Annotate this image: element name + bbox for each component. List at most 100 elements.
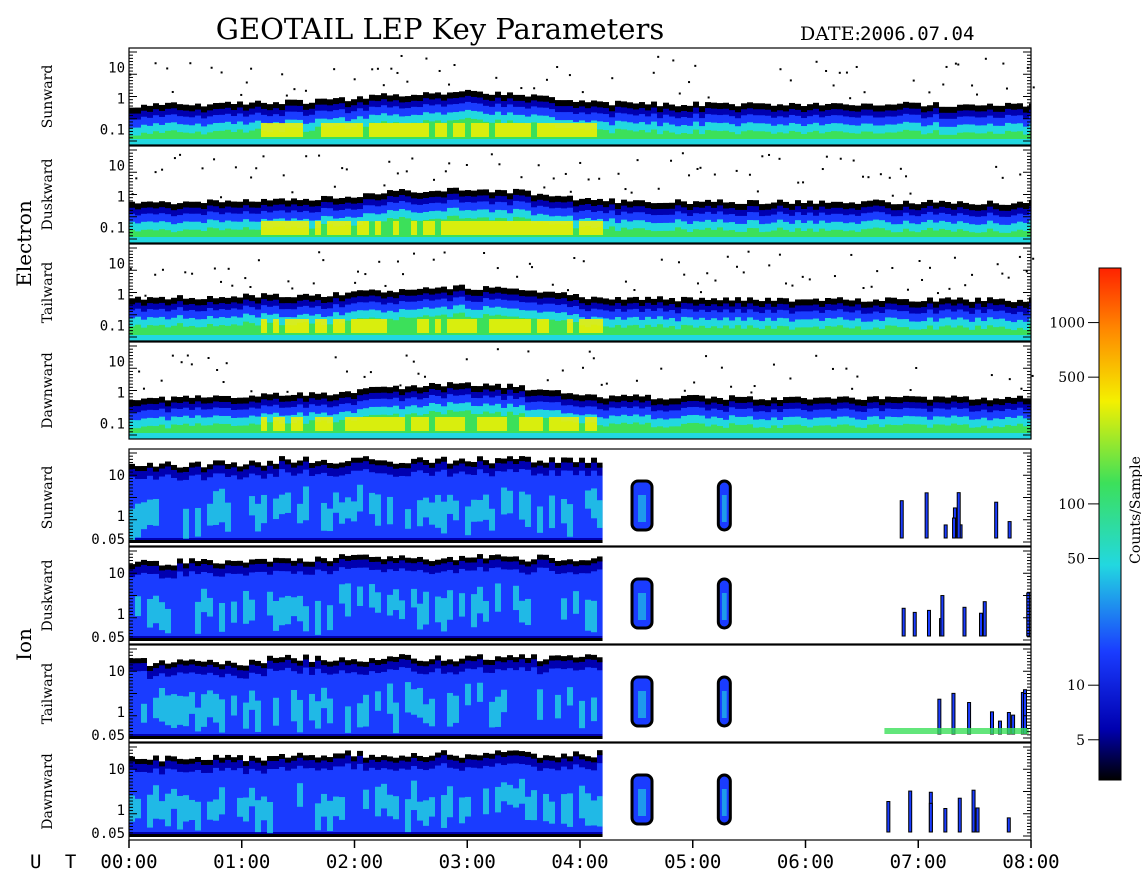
electron-band-green bbox=[681, 229, 687, 237]
ion-band-blue bbox=[561, 669, 567, 734]
electron-band-yellow bbox=[591, 123, 597, 137]
electron-band-green bbox=[741, 424, 747, 433]
electron-edge bbox=[639, 396, 645, 403]
electron-band-green bbox=[957, 325, 963, 335]
electron-band-green bbox=[975, 232, 981, 237]
electron-band-green bbox=[813, 130, 819, 139]
electron-edge bbox=[417, 288, 423, 295]
noise-dot bbox=[161, 168, 164, 171]
y-tick-label: 1 bbox=[117, 189, 125, 205]
electron-band-green bbox=[639, 130, 645, 139]
noise-dot bbox=[815, 354, 818, 357]
electron-band-green bbox=[651, 326, 657, 335]
electron-band-green bbox=[603, 426, 609, 433]
electron-edge bbox=[723, 202, 729, 209]
electron-edge bbox=[939, 298, 945, 305]
electron-band-green bbox=[231, 229, 237, 237]
ion-band-blue bbox=[165, 577, 171, 636]
electron-band-green bbox=[177, 231, 183, 237]
ion-edge bbox=[387, 756, 393, 762]
ion-edge bbox=[135, 561, 141, 567]
ion-band-cyan bbox=[429, 698, 435, 727]
electron-edge bbox=[231, 296, 237, 303]
electron-band-green bbox=[183, 326, 189, 335]
ion-edge bbox=[141, 658, 147, 664]
noise-dot bbox=[839, 157, 842, 160]
electron-edge bbox=[975, 399, 981, 406]
electron-band-green bbox=[195, 131, 201, 139]
ion-edge bbox=[375, 660, 381, 666]
ion-spike bbox=[952, 517, 957, 539]
electron-band-yellow bbox=[525, 221, 531, 235]
electron-edge bbox=[609, 198, 615, 205]
noise-dot bbox=[396, 260, 399, 263]
ion-band-cyan bbox=[483, 601, 489, 622]
electron-edge bbox=[909, 102, 915, 109]
electron-band-yellow bbox=[345, 123, 351, 137]
ion-edge bbox=[255, 462, 261, 468]
ion-edge bbox=[177, 659, 183, 665]
electron-band-green bbox=[921, 134, 927, 139]
electron-band-yellow bbox=[411, 123, 417, 137]
electron-band-green bbox=[195, 229, 201, 237]
electron-band-green bbox=[189, 133, 195, 139]
electron-band-green bbox=[243, 227, 249, 237]
ion-edge bbox=[381, 559, 387, 565]
electron-edge bbox=[747, 200, 753, 207]
ion-band-cyan bbox=[483, 494, 489, 520]
electron-edge bbox=[201, 299, 207, 306]
electron-band-green bbox=[897, 232, 903, 237]
ion-band-blue bbox=[225, 573, 231, 636]
ion-band-blue bbox=[369, 767, 375, 832]
ion-edge bbox=[417, 457, 423, 463]
ion-edge bbox=[183, 466, 189, 472]
electron-edge bbox=[879, 200, 885, 207]
noise-dot bbox=[706, 272, 709, 275]
ion-edge bbox=[171, 756, 177, 762]
electron-band-yellow bbox=[273, 221, 279, 235]
electron-edge bbox=[399, 289, 405, 296]
ion-edge bbox=[483, 558, 489, 564]
noise-dot bbox=[444, 170, 447, 173]
electron-band-green bbox=[927, 133, 933, 139]
electron-band-green bbox=[735, 231, 741, 237]
electron-band-green bbox=[789, 130, 795, 139]
ion-edge bbox=[135, 466, 141, 472]
ion-edge bbox=[189, 558, 195, 564]
electron-band-green bbox=[639, 228, 645, 237]
electron-band-green bbox=[651, 129, 657, 139]
ion-edge bbox=[273, 557, 279, 563]
ion-edge bbox=[363, 456, 369, 462]
electron-band-green bbox=[849, 133, 855, 139]
electron-band-green bbox=[309, 130, 315, 139]
electron-edge bbox=[855, 399, 861, 406]
ion-band-blue bbox=[357, 763, 363, 832]
ion-band-cyan bbox=[183, 696, 189, 727]
electron-band-green bbox=[831, 131, 837, 139]
electron-band-yellow bbox=[291, 417, 297, 431]
electron-edge bbox=[807, 104, 813, 111]
electron-edge bbox=[519, 290, 525, 297]
ion-band-cyan bbox=[153, 498, 159, 526]
electron-band-green bbox=[393, 320, 399, 335]
ion-band-blue bbox=[333, 673, 339, 734]
electron-band-green bbox=[909, 130, 915, 139]
noise-dot bbox=[543, 186, 546, 189]
ion-band-cyan bbox=[303, 606, 309, 632]
electron-band-green bbox=[951, 327, 957, 335]
ion-band-cyan bbox=[387, 496, 393, 525]
noise-dot bbox=[318, 251, 321, 254]
ion-edge bbox=[537, 460, 543, 466]
electron-band-green bbox=[615, 424, 621, 433]
electron-band-green bbox=[471, 413, 477, 433]
ion-band-blue bbox=[393, 669, 399, 734]
electron-band-green bbox=[1005, 424, 1011, 433]
electron-band-yellow bbox=[537, 319, 543, 333]
electron-band-yellow bbox=[363, 319, 369, 333]
electron-band-green bbox=[705, 227, 711, 237]
ion-edge bbox=[369, 754, 375, 760]
electron-edge bbox=[663, 299, 669, 306]
electron-edge bbox=[531, 389, 537, 396]
electron-edge bbox=[717, 300, 723, 307]
